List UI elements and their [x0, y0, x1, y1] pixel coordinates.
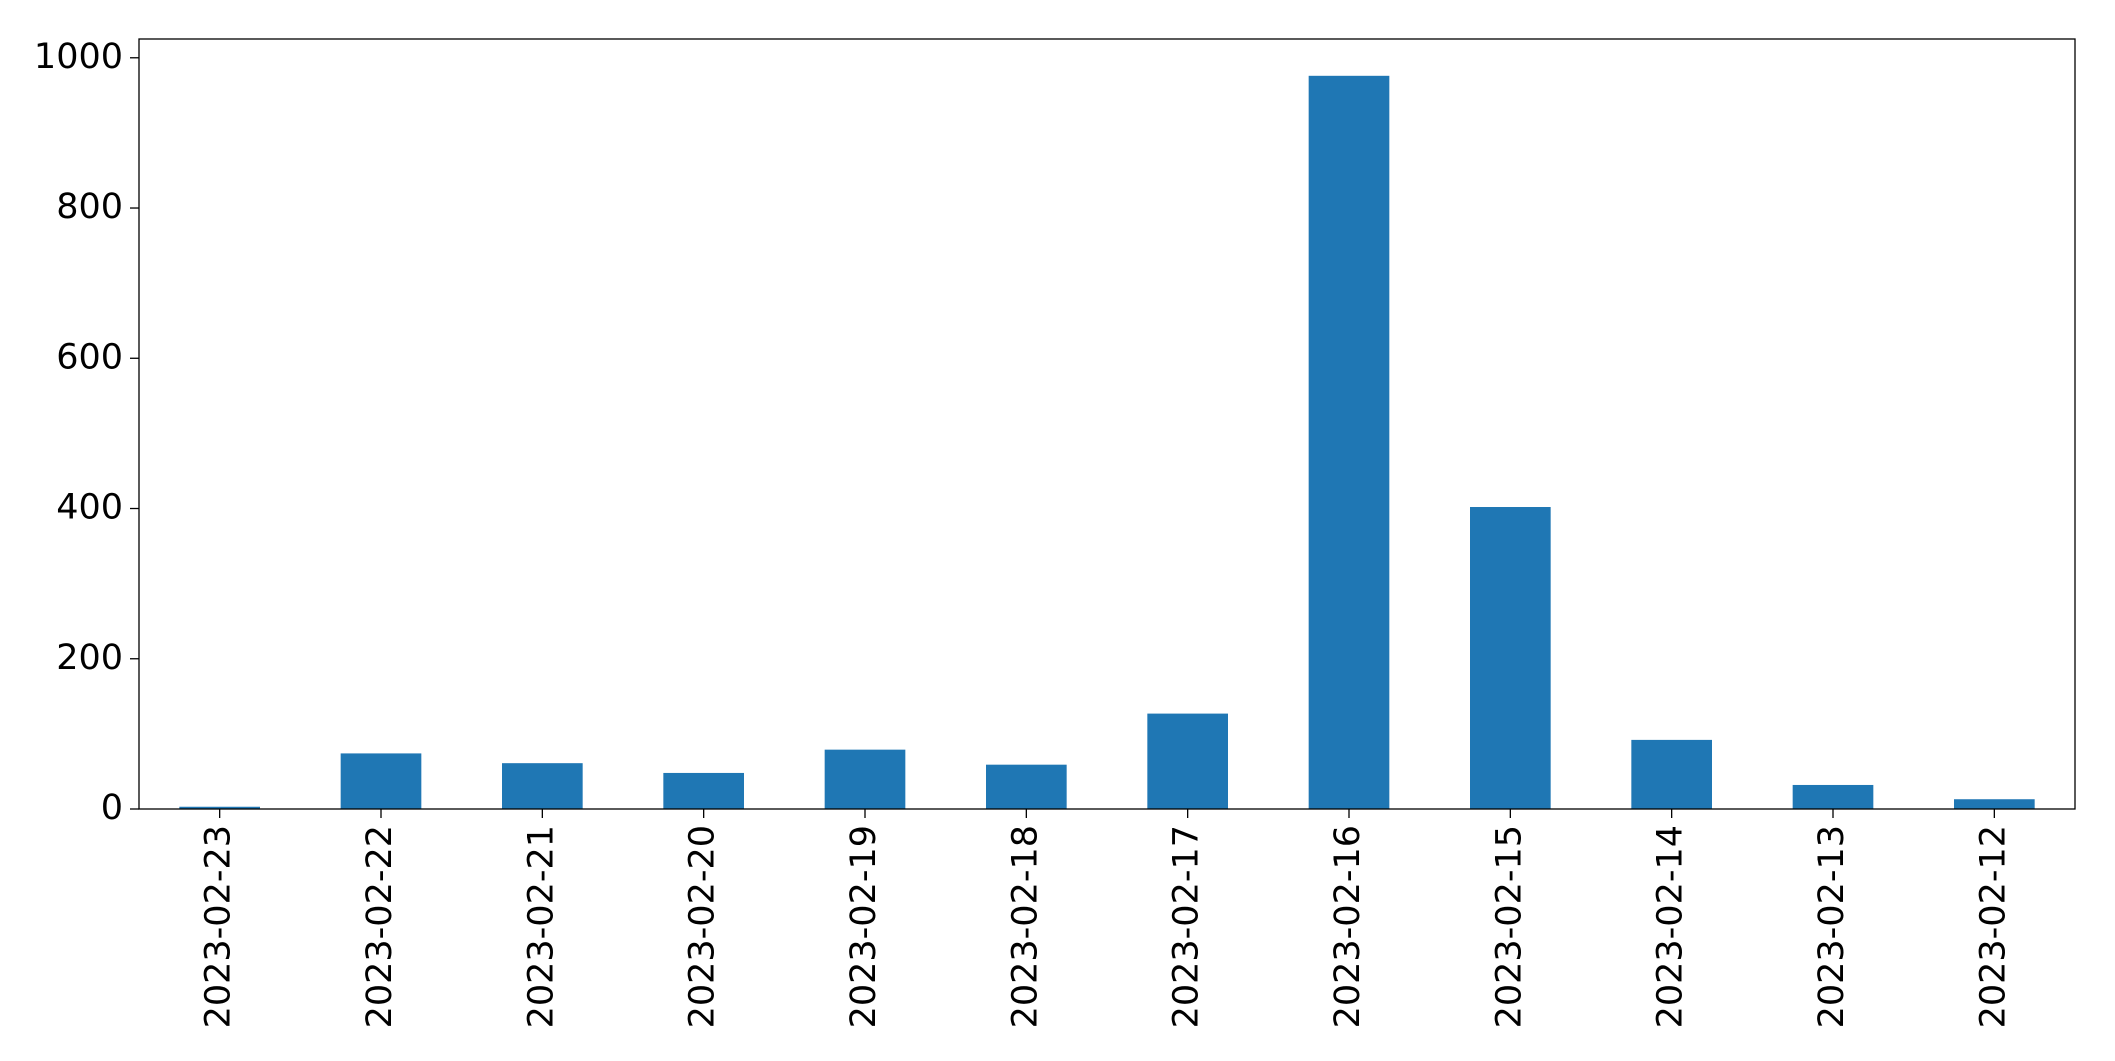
- y-tick-label: 1000: [34, 37, 123, 77]
- y-tick-label: 800: [56, 187, 123, 227]
- x-tick-label: 2023-02-16: [1328, 825, 1368, 1028]
- x-tick-label: 2023-02-18: [1005, 825, 1045, 1028]
- bar: [1792, 784, 1874, 809]
- y-tick-label: 200: [56, 638, 123, 678]
- bar: [1308, 75, 1390, 809]
- bar: [986, 764, 1067, 809]
- x-tick-label: 2023-02-22: [360, 825, 400, 1028]
- bar: [663, 772, 744, 809]
- x-tick-label: 2023-02-17: [1167, 825, 1207, 1028]
- x-tick-label: 2023-02-20: [683, 825, 723, 1028]
- bar: [502, 763, 583, 809]
- bar: [1470, 507, 1551, 809]
- bar: [1147, 713, 1228, 809]
- y-tick-label: 400: [56, 488, 123, 528]
- x-tick-label: 2023-02-13: [1812, 825, 1852, 1028]
- bar: [1954, 799, 2035, 809]
- x-tick-label: 2023-02-21: [521, 825, 561, 1028]
- x-tick-label: 2023-02-14: [1651, 825, 1691, 1028]
- y-tick-label: 600: [56, 337, 123, 377]
- y-tick-label: 0: [101, 788, 123, 828]
- x-tick-label: 2023-02-23: [199, 825, 239, 1028]
- bar: [340, 753, 422, 809]
- x-tick-label: 2023-02-12: [1973, 825, 2013, 1028]
- bar: [1631, 739, 1712, 809]
- bar: [179, 806, 260, 809]
- plot-frame: [138, 38, 2076, 810]
- x-tick-label: 2023-02-15: [1489, 825, 1529, 1028]
- bar: [824, 749, 906, 809]
- x-tick-label: 2023-02-19: [844, 825, 884, 1028]
